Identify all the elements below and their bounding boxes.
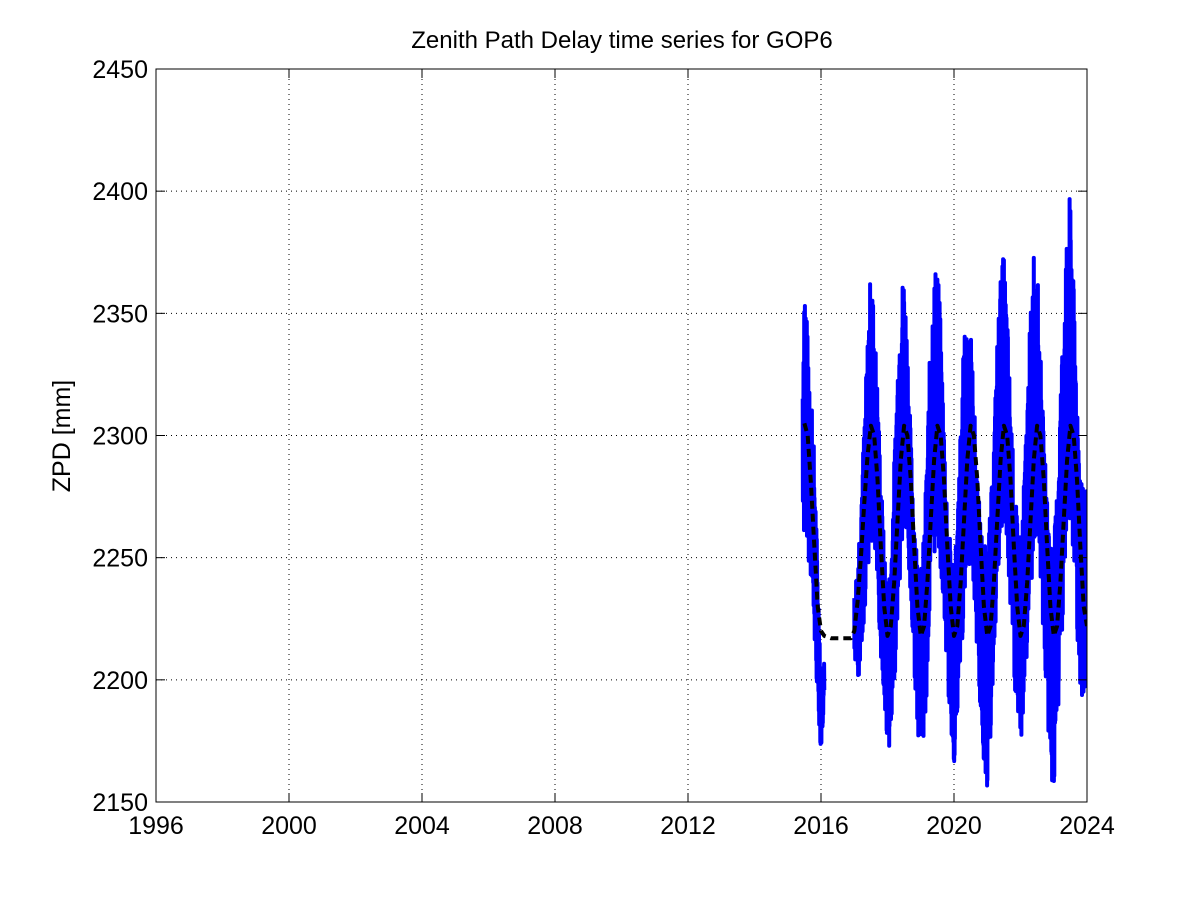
y-tick-label: 2200 <box>92 667 148 695</box>
x-tick-label: 2000 <box>261 812 317 840</box>
x-tick-label: 2016 <box>793 812 849 840</box>
x-tick-label: 1996 <box>128 812 184 840</box>
x-tick-label: 2008 <box>527 812 583 840</box>
zpd-series-line <box>852 197 1087 788</box>
x-tick-label: 2012 <box>660 812 716 840</box>
chart-title: Zenith Path Delay time series for GOP6 <box>411 27 833 54</box>
y-tick-label: 2250 <box>92 545 148 573</box>
y-axis-label: ZPD [mm] <box>48 380 76 493</box>
x-tick-label: 2024 <box>1059 812 1115 840</box>
plot-area <box>800 197 1087 788</box>
zpd-model-line <box>802 422 1087 641</box>
axis-ticks <box>155 68 1088 803</box>
x-tick-labels: 1996 2000 2004 2008 2012 2016 2020 2024 <box>128 812 1115 840</box>
y-tick-label: 2450 <box>92 56 148 84</box>
y-tick-label: 2300 <box>92 423 148 451</box>
y-tick-label: 2150 <box>92 789 148 817</box>
x-tick-label: 2020 <box>926 812 982 840</box>
y-tick-label: 2350 <box>92 300 148 328</box>
y-tick-labels: 2150 2200 2250 2300 2350 2400 2450 <box>92 56 148 817</box>
y-tick-label: 2400 <box>92 178 148 206</box>
x-tick-label: 2004 <box>394 812 450 840</box>
